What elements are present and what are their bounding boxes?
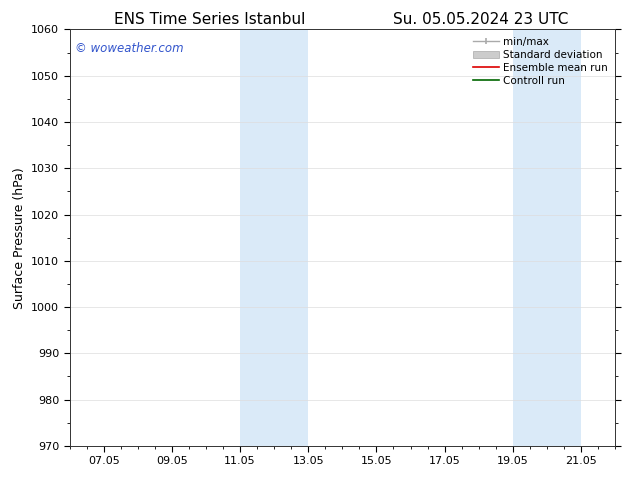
Bar (513, 29, 581, 446)
Text: © woweather.com: © woweather.com (75, 42, 184, 55)
Y-axis label: Surface Pressure (hPa): Surface Pressure (hPa) (13, 167, 25, 309)
Bar (240, 29, 308, 446)
Text: Su. 05.05.2024 23 UTC: Su. 05.05.2024 23 UTC (393, 12, 569, 27)
Legend: min/max, Standard deviation, Ensemble mean run, Controll run: min/max, Standard deviation, Ensemble me… (469, 32, 612, 90)
Text: ENS Time Series Istanbul: ENS Time Series Istanbul (114, 12, 306, 27)
